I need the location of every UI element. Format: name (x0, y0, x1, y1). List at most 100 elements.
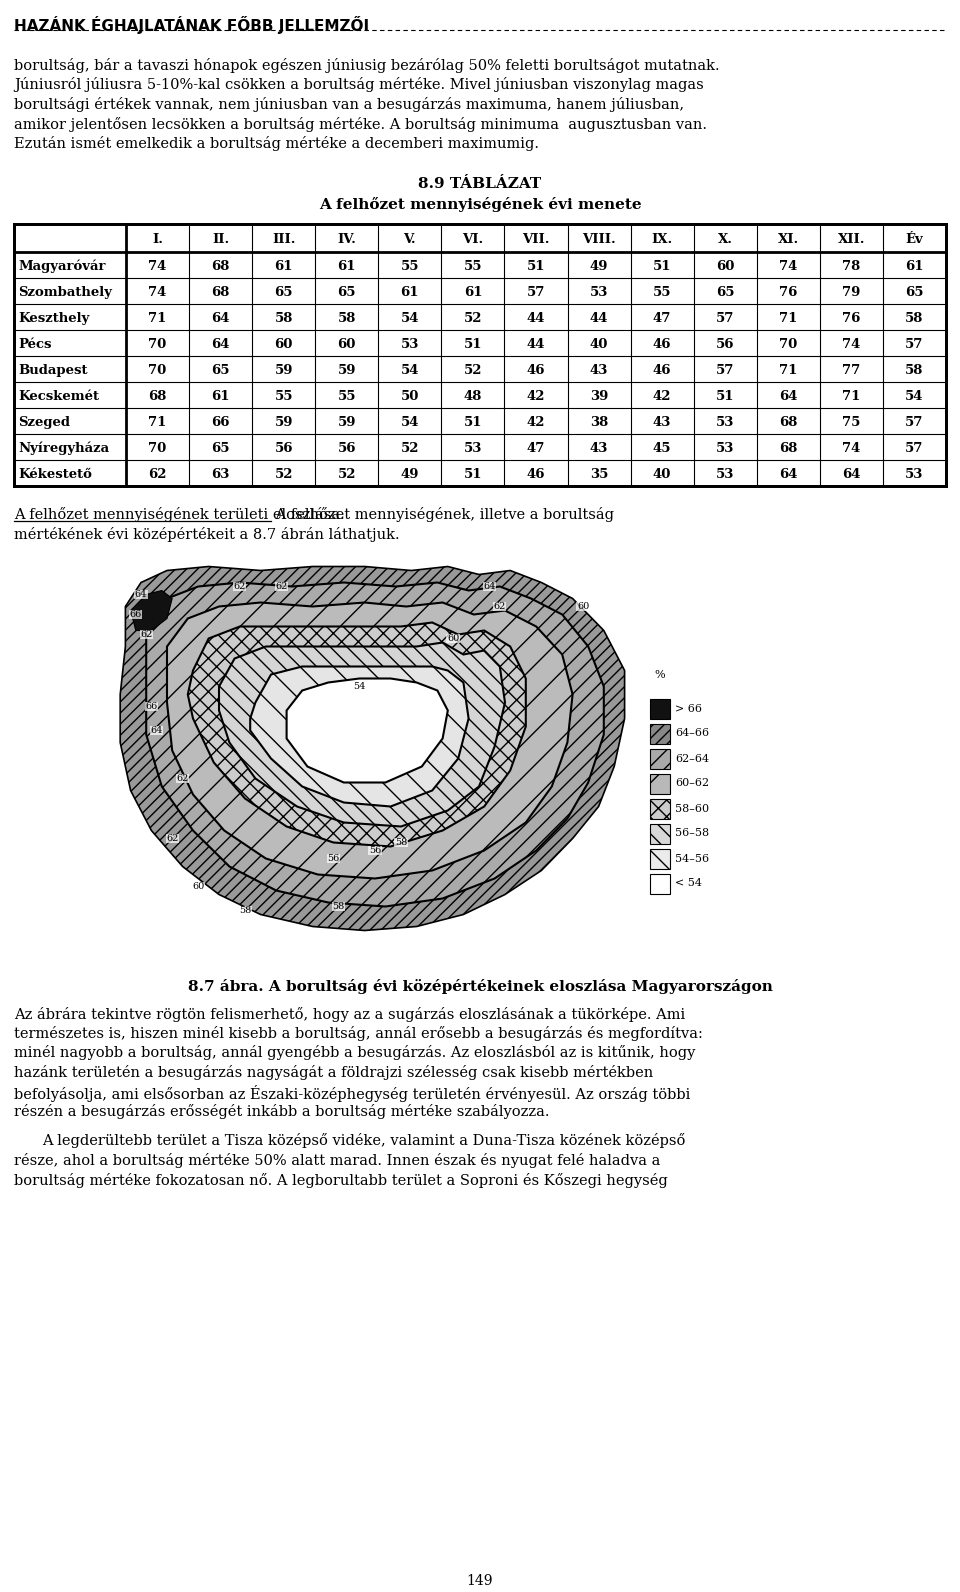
Text: 53: 53 (716, 416, 734, 428)
Text: 66: 66 (145, 702, 157, 712)
Text: 43: 43 (653, 416, 671, 428)
Text: 79: 79 (842, 287, 860, 299)
Text: Keszthely: Keszthely (18, 312, 89, 325)
Text: 68: 68 (211, 259, 229, 272)
Text: 52: 52 (464, 365, 482, 377)
Text: Kékestető: Kékestető (18, 468, 92, 481)
Bar (650, 774, 670, 793)
Text: 52: 52 (275, 468, 293, 481)
Text: 70: 70 (149, 338, 167, 350)
Text: 65: 65 (211, 443, 229, 455)
Text: 46: 46 (527, 365, 545, 377)
Text: I.: I. (152, 232, 163, 247)
Text: 70: 70 (780, 338, 798, 350)
Text: 65: 65 (338, 287, 356, 299)
Text: 76: 76 (842, 312, 860, 325)
Text: Júniusról júliusra 5-10%-kal csökken a borultság mértéke. Mivel júniusban viszon: Júniusról júliusra 5-10%-kal csökken a b… (14, 78, 704, 92)
Text: II.: II. (212, 232, 229, 247)
Text: 60: 60 (577, 602, 589, 611)
Text: HAZÁNK ÉGHAJLATÁNAK FŐBB JELLEMZŐI: HAZÁNK ÉGHAJLATÁNAK FŐBB JELLEMZŐI (14, 16, 370, 33)
Text: amikor jelentősen lecsökken a borultság mértéke. A borultság minimuma  augusztus: amikor jelentősen lecsökken a borultság … (14, 116, 707, 132)
Bar (650, 874, 670, 893)
Text: 61: 61 (400, 287, 420, 299)
Text: 56: 56 (327, 853, 340, 863)
Text: 57: 57 (905, 443, 924, 455)
Text: Az ábrára tekintve rögtön felismerhető, hogy az a sugárzás eloszlásának a tükörk: Az ábrára tekintve rögtön felismerhető, … (14, 1006, 685, 1022)
Text: V.: V. (403, 232, 416, 247)
Text: Nyíregyháza: Nyíregyháza (18, 441, 109, 455)
Text: 61: 61 (905, 259, 924, 272)
Text: 64–66: 64–66 (675, 729, 709, 739)
Text: 70: 70 (149, 443, 167, 455)
Text: Szeged: Szeged (18, 416, 70, 428)
Bar (115, 559, 635, 958)
Text: 48: 48 (464, 390, 482, 403)
Polygon shape (188, 622, 526, 847)
Text: 54: 54 (905, 390, 924, 403)
Text: 64: 64 (211, 338, 229, 350)
Text: XII.: XII. (838, 232, 865, 247)
Text: 65: 65 (905, 287, 924, 299)
Polygon shape (219, 643, 505, 826)
Text: A felhőzet mennyiségének évi menete: A felhőzet mennyiségének évi menete (319, 196, 641, 212)
Text: 58: 58 (395, 837, 407, 847)
Text: 68: 68 (211, 287, 229, 299)
Text: része, ahol a borultság mértéke 50% alatt marad. Innen észak és nyugat felé hala: része, ahol a borultság mértéke 50% alat… (14, 1153, 660, 1169)
Text: minél nagyobb a borultság, annál gyengébb a besugárzás. Az eloszlásból az is kit: minél nagyobb a borultság, annál gyengéb… (14, 1046, 695, 1060)
Text: 55: 55 (338, 390, 356, 403)
Text: 58: 58 (239, 906, 252, 915)
Text: 60: 60 (192, 882, 204, 892)
Text: 56: 56 (275, 443, 293, 455)
Polygon shape (120, 567, 625, 930)
Text: A legderültebb terület a Tisza középső vidéke, valamint a Duna-Tisza közének köz: A legderültebb terület a Tisza középső v… (42, 1134, 685, 1148)
Text: 58: 58 (338, 312, 356, 325)
Text: 59: 59 (275, 416, 293, 428)
Text: 60: 60 (275, 338, 293, 350)
Text: IX.: IX. (652, 232, 673, 247)
Text: VI.: VI. (463, 232, 484, 247)
Text: 57: 57 (527, 287, 545, 299)
Text: Ezután ismét emelkedik a borultság mértéke a decemberi maximumig.: Ezután ismét emelkedik a borultság mérté… (14, 135, 539, 151)
Text: 44: 44 (527, 312, 545, 325)
Text: 56–58: 56–58 (675, 828, 709, 839)
Text: XI.: XI. (778, 232, 799, 247)
Text: 57: 57 (716, 312, 734, 325)
Text: 62: 62 (166, 834, 179, 844)
Text: 70: 70 (149, 365, 167, 377)
Text: 51: 51 (527, 259, 545, 272)
Bar (14, 223, 946, 486)
Text: 74: 74 (149, 287, 167, 299)
Text: 61: 61 (338, 259, 356, 272)
Text: %: % (655, 670, 665, 680)
Text: 51: 51 (653, 259, 671, 272)
Text: 60: 60 (716, 259, 734, 272)
Text: 74: 74 (780, 259, 798, 272)
Text: 59: 59 (338, 416, 356, 428)
Text: 71: 71 (780, 312, 798, 325)
Bar (650, 799, 670, 818)
Text: 64: 64 (842, 468, 860, 481)
Text: 58–60: 58–60 (675, 804, 709, 814)
Text: 78: 78 (842, 259, 860, 272)
Text: 46: 46 (653, 338, 671, 350)
Text: 68: 68 (780, 443, 798, 455)
Text: 54: 54 (400, 365, 420, 377)
Text: 56: 56 (369, 845, 381, 855)
Text: 53: 53 (905, 468, 924, 481)
Text: 62–64: 62–64 (675, 753, 709, 764)
Bar (650, 699, 670, 718)
Text: 71: 71 (149, 312, 167, 325)
Text: Magyaróvár: Magyaróvár (18, 259, 106, 274)
Text: 42: 42 (527, 390, 545, 403)
Text: 8.7 ábra. A borultság évi középértékeinek eloszlása Magyarországon: 8.7 ábra. A borultság évi középértékeine… (187, 979, 773, 993)
Text: 74: 74 (842, 443, 860, 455)
Bar (650, 748, 670, 769)
Text: 40: 40 (589, 338, 609, 350)
Text: 49: 49 (589, 259, 609, 272)
Text: 64: 64 (780, 390, 798, 403)
Text: 55: 55 (464, 259, 482, 272)
Text: 68: 68 (780, 416, 798, 428)
Text: 58: 58 (905, 312, 924, 325)
Text: 50: 50 (400, 390, 419, 403)
Text: 53: 53 (716, 468, 734, 481)
